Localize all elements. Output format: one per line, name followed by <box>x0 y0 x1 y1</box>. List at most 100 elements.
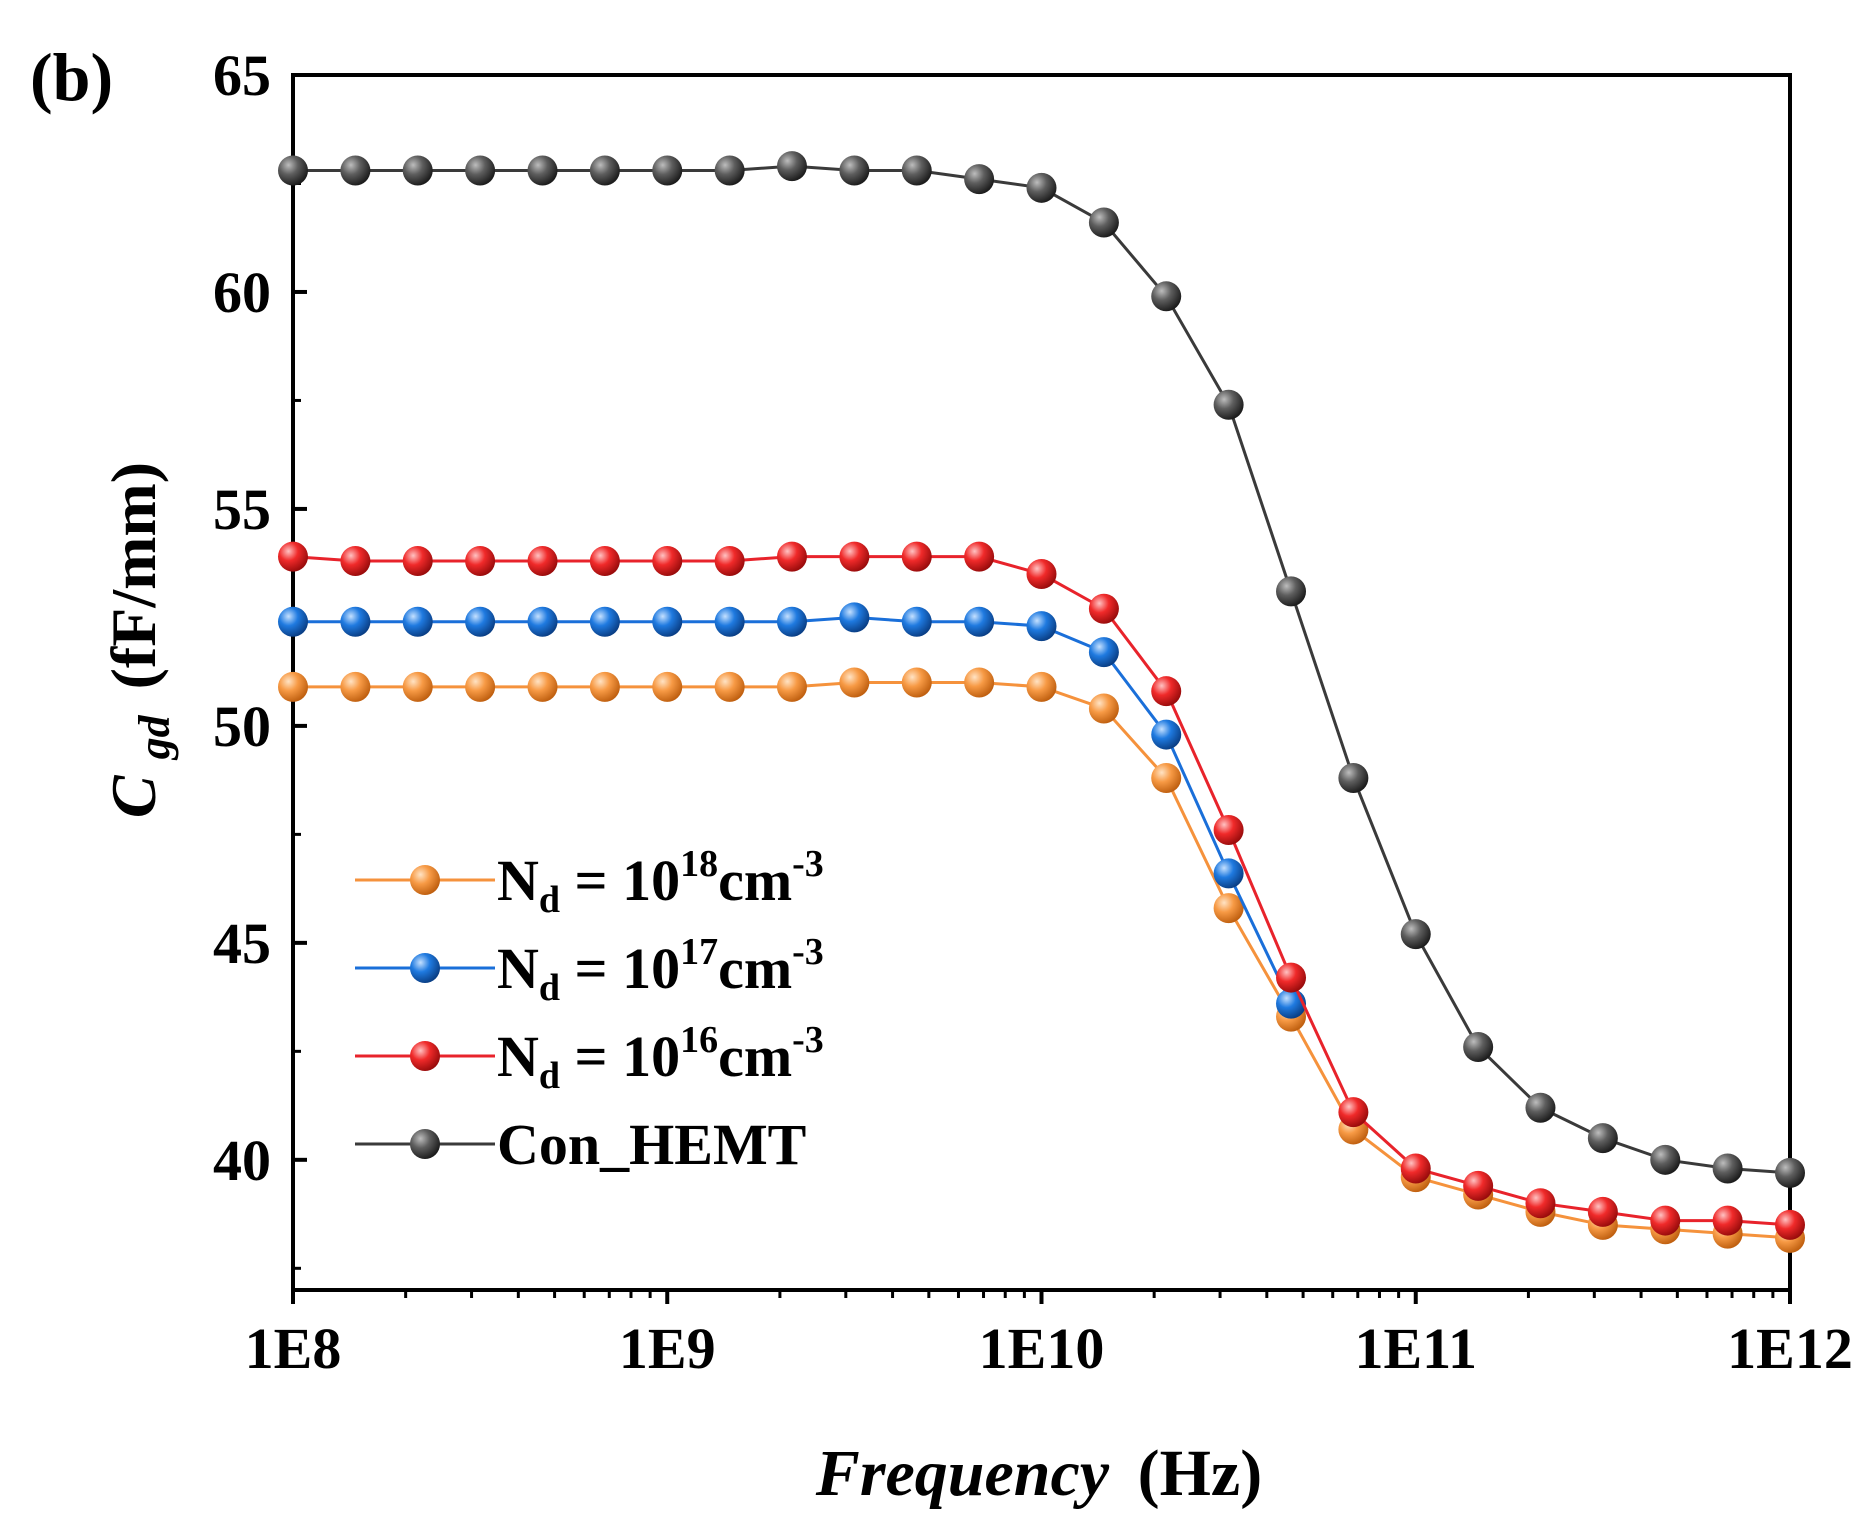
data-point <box>527 606 558 637</box>
legend-marker <box>410 1041 440 1071</box>
series-con-hemt <box>278 151 1805 1188</box>
data-point <box>1650 1205 1681 1236</box>
data-point <box>1712 1205 1743 1236</box>
data-point <box>1026 559 1057 590</box>
data-point <box>964 667 995 698</box>
data-point <box>839 541 870 572</box>
data-point <box>278 155 308 186</box>
data-point <box>1338 762 1369 793</box>
data-point <box>1525 1092 1556 1123</box>
data-point <box>1026 172 1057 203</box>
legend-item: Nd = 1016cm-3 <box>355 1019 824 1097</box>
legend-item: Nd = 1018cm-3 <box>355 843 824 921</box>
data-point <box>1712 1153 1743 1184</box>
data-point <box>1775 1157 1805 1188</box>
legend: Nd = 1018cm-3 Nd = 1017cm-3 Nd = 1016cm-3 C… <box>355 843 824 1177</box>
series-nd-10-17-cm-3 <box>278 602 1307 1019</box>
y-tick-label: 60 <box>213 260 271 325</box>
data-point <box>1151 281 1182 312</box>
data-point <box>901 155 932 186</box>
data-point <box>1775 1209 1805 1240</box>
legend-label: Nd = 1016cm-3 <box>497 1019 824 1097</box>
data-point <box>652 671 683 702</box>
data-point <box>714 155 745 186</box>
x-axis-label-italic: Frequency <box>815 1437 1110 1510</box>
data-point <box>465 606 496 637</box>
data-point <box>1213 389 1244 420</box>
data-point <box>652 546 683 576</box>
data-point <box>527 546 558 576</box>
data-point <box>964 164 995 195</box>
data-point <box>1463 1170 1494 1201</box>
data-point <box>776 671 807 702</box>
data-point <box>465 671 496 702</box>
legend-label: Nd = 1017cm-3 <box>497 931 824 1009</box>
data-point <box>1276 576 1307 607</box>
y-tick-label: 50 <box>213 694 271 759</box>
legend-label: Con_HEMT <box>497 1112 806 1177</box>
data-point <box>278 541 308 572</box>
data-point <box>714 671 745 702</box>
x-tick-label: 1E8 <box>245 1316 342 1381</box>
data-point <box>527 155 558 186</box>
data-point <box>901 667 932 698</box>
data-point <box>652 155 683 186</box>
series-nd-10-16-cm-3 <box>278 541 1805 1240</box>
data-point <box>652 606 683 637</box>
data-point <box>1525 1188 1556 1219</box>
data-point <box>1400 1153 1431 1184</box>
data-point <box>1088 207 1119 238</box>
data-point <box>1400 919 1431 950</box>
data-point <box>1213 858 1244 889</box>
y-axis-label-sub: gd <box>130 714 179 760</box>
data-point <box>402 546 433 576</box>
data-point <box>589 606 620 637</box>
data-point <box>589 546 620 576</box>
y-axis-label-main: C <box>98 774 169 818</box>
data-point <box>1338 1097 1369 1128</box>
panel-label: (b) <box>30 39 113 115</box>
data-point <box>839 155 870 186</box>
data-point <box>964 606 995 637</box>
axes: 40 45 50 55 60 65 1E8 1E9 1E10 1E11 1E12 <box>213 43 1853 1381</box>
data-point <box>527 671 558 702</box>
y-axis-label-unit: (fF/mm) <box>98 462 169 689</box>
data-point <box>402 606 433 637</box>
data-point <box>776 606 807 637</box>
data-point <box>1151 676 1182 707</box>
data-point <box>839 667 870 698</box>
y-tick-label: 45 <box>213 911 271 976</box>
data-point <box>1088 637 1119 668</box>
legend-marker <box>410 865 440 895</box>
data-point <box>340 606 371 637</box>
x-tick-label: 1E9 <box>619 1316 716 1381</box>
data-point <box>465 546 496 576</box>
data-point <box>278 606 308 637</box>
data-point <box>589 671 620 702</box>
data-point <box>1151 762 1182 793</box>
data-point <box>402 155 433 186</box>
data-point <box>714 606 745 637</box>
series-layer <box>278 151 1805 1253</box>
data-point <box>776 541 807 572</box>
data-point <box>1587 1123 1618 1154</box>
x-tick-label: 1E12 <box>1727 1316 1853 1381</box>
y-axis-label: C gd (fF/mm) <box>98 462 183 818</box>
data-point <box>589 155 620 186</box>
data-point <box>839 602 870 633</box>
legend-marker <box>410 1129 440 1159</box>
data-point <box>1151 719 1182 750</box>
data-point <box>964 541 995 572</box>
data-point <box>1650 1144 1681 1175</box>
data-point <box>1088 693 1119 724</box>
x-tick-label: 1E10 <box>979 1316 1105 1381</box>
series-line <box>293 164 1791 1175</box>
data-point <box>278 671 308 702</box>
data-point <box>1026 671 1057 702</box>
data-point <box>340 671 371 702</box>
y-tick-label: 65 <box>213 43 271 108</box>
data-point <box>1213 893 1244 924</box>
x-axis-label: Frequency (Hz) <box>815 1437 1262 1510</box>
y-tick-label: 55 <box>213 477 271 542</box>
